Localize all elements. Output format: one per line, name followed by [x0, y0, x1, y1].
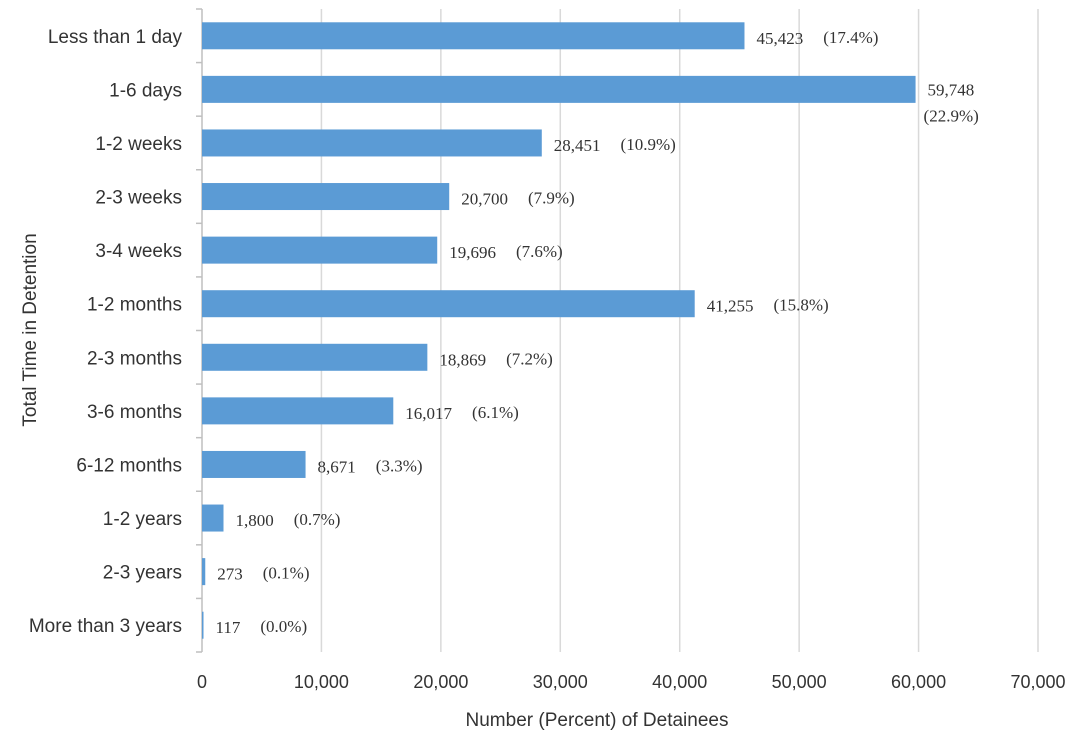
value-label: 117 [216, 618, 241, 637]
bar [202, 558, 206, 586]
percent-label: (6.1%) [472, 403, 519, 422]
category-label: 1-2 months [87, 295, 182, 316]
category-label: 1-6 days [109, 80, 182, 101]
percent-label: (7.6%) [516, 242, 563, 261]
bar [202, 236, 438, 264]
y-axis-title: Total Time in Detention [20, 233, 41, 426]
percent-label: (17.4%) [823, 28, 878, 47]
category-label: 3-4 weeks [95, 241, 182, 262]
x-tick-label: 0 [197, 672, 207, 692]
category-label: 2-3 years [103, 563, 182, 584]
category-label: Less than 1 day [48, 27, 183, 48]
category-label: 2-3 months [87, 348, 182, 369]
value-label: 28,451 [554, 136, 601, 155]
value-label: 1,800 [235, 511, 273, 530]
category-label: 3-6 months [87, 402, 182, 423]
gridlines [196, 8, 1039, 653]
bar [202, 397, 394, 425]
bars [202, 22, 916, 639]
percent-label: (15.8%) [773, 296, 828, 315]
value-label: 8,671 [318, 457, 356, 476]
value-label: 59,748 [928, 80, 975, 99]
category-label: More than 3 years [29, 616, 182, 637]
percent-label: (22.9%) [924, 106, 979, 125]
bar [202, 129, 542, 157]
percent-label: (3.3%) [376, 456, 423, 475]
bar [202, 75, 916, 103]
category-label: 1-2 years [103, 509, 182, 530]
x-tick-labels: 0 10,000 20,000 30,000 40,000 50,000 60,000 70,… [197, 672, 1066, 692]
percent-label: (0.7%) [294, 510, 341, 529]
x-tick-label: 70,000 [1010, 672, 1065, 692]
category-label: 1-2 weeks [95, 134, 182, 155]
x-tick-label: 30,000 [533, 672, 588, 692]
bar [202, 504, 224, 532]
percent-label: (0.1%) [263, 564, 310, 583]
bar [202, 290, 695, 318]
bar [202, 22, 745, 50]
x-axis-title: Number (Percent) of Detainees [466, 710, 729, 731]
bar [202, 183, 450, 211]
data-labels: 45,423 (17.4%) 59,748 (22.9%) 28,451 (10.9%) 2… [216, 28, 979, 637]
value-label: 19,696 [449, 243, 496, 262]
percent-label: (10.9%) [621, 135, 676, 154]
value-label: 18,869 [439, 350, 486, 369]
category-label: 2-3 weeks [95, 188, 182, 209]
x-tick-label: 10,000 [294, 672, 349, 692]
x-tick-label: 20,000 [413, 672, 468, 692]
category-labels: Less than 1 day 1-6 days 1-2 weeks 2-3 week… [29, 27, 183, 637]
value-label: 45,423 [756, 29, 803, 48]
x-tick-label: 60,000 [891, 672, 946, 692]
percent-label: (7.2%) [506, 349, 553, 368]
category-label: 6-12 months [76, 455, 182, 476]
x-tick-label: 40,000 [652, 672, 707, 692]
value-label: 41,255 [707, 297, 754, 316]
percent-label: (7.9%) [528, 189, 575, 208]
value-label: 273 [217, 565, 243, 584]
bar [202, 611, 204, 639]
bar [202, 343, 428, 371]
bar [202, 450, 306, 478]
value-label: 20,700 [461, 190, 508, 209]
x-tick-label: 50,000 [772, 672, 827, 692]
percent-label: (0.0%) [260, 617, 307, 636]
value-label: 16,017 [405, 404, 452, 423]
